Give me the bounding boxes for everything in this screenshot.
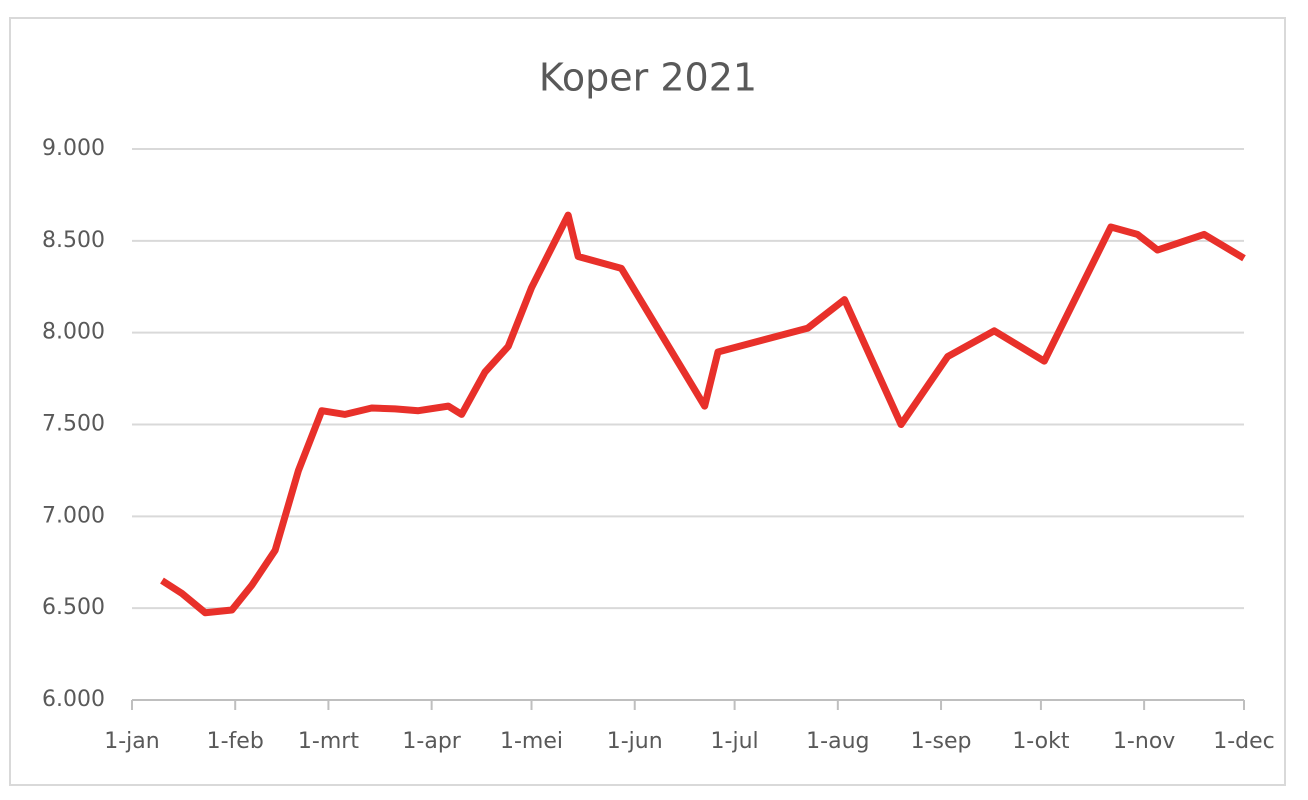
x-tick-label: 1-okt [1012,729,1070,754]
chart-title: Koper 2021 [539,56,757,100]
x-tick-label: 1-jul [711,729,759,754]
x-tick-label: 1-apr [402,729,461,754]
x-tick-label: 1-sep [911,729,972,754]
y-tick-label: 9.000 [42,136,105,161]
x-tick-label: 1-jan [104,729,159,754]
y-tick-label: 7.000 [42,503,105,528]
data-line [160,211,1246,617]
y-tick-label: 8.500 [42,228,105,253]
x-tick-label: 1-dec [1213,729,1275,754]
x-tick-label: 1-mrt [298,729,359,754]
x-tick-label: 1-nov [1113,729,1175,754]
x-tick-label: 1-aug [806,729,869,754]
chart-border [9,17,1286,786]
y-tick-label: 6.500 [42,595,105,620]
x-tick-label: 1-feb [207,729,264,754]
y-tick-label: 8.000 [42,320,105,345]
x-tick-label: 1-jun [607,729,663,754]
y-tick-label: 6.000 [42,687,105,712]
x-tick-label: 1-mei [500,729,563,754]
y-tick-label: 7.500 [42,412,105,437]
